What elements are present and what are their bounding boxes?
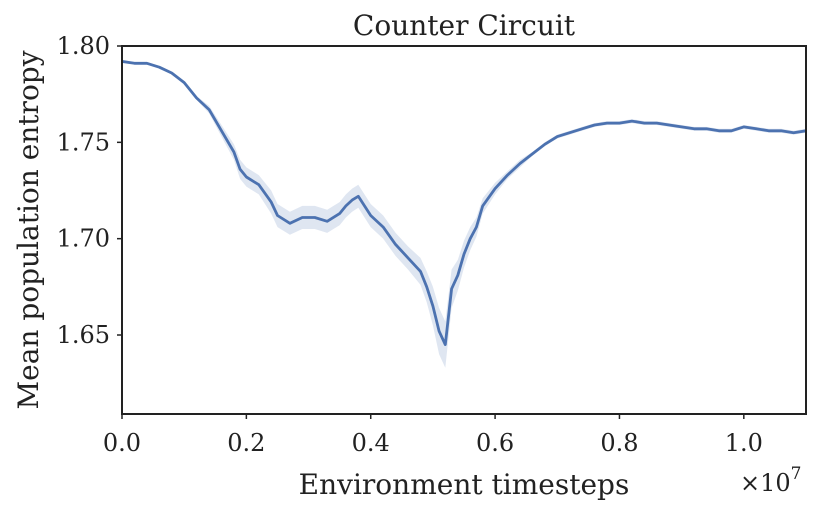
x-tick-label: 0.6 bbox=[476, 429, 514, 457]
plot-frame bbox=[121, 45, 807, 415]
x-axis-label: Environment timesteps bbox=[299, 468, 630, 501]
chart-title: Counter Circuit bbox=[353, 9, 576, 42]
x-tick-label: 0.2 bbox=[227, 429, 265, 457]
x-tick-label: 0.0 bbox=[103, 429, 141, 457]
x-tick-label: 1.0 bbox=[725, 429, 763, 457]
x-axis: 0.0 0.2 0.4 0.6 0.8 1.0 bbox=[103, 414, 763, 457]
y-axis: 1.65 1.70 1.75 1.80 bbox=[57, 32, 122, 349]
x-offset-base: ×10 bbox=[740, 469, 791, 497]
y-tick-label: 1.70 bbox=[57, 225, 110, 253]
series-0-line bbox=[122, 60, 806, 346]
series-0-confidence-band bbox=[122, 61, 806, 368]
x-tick-label: 0.8 bbox=[600, 429, 638, 457]
x-offset-text: ×107 bbox=[740, 464, 801, 497]
x-tick-label: 0.4 bbox=[352, 429, 390, 457]
y-tick-label: 1.80 bbox=[57, 32, 110, 60]
y-tick-label: 1.75 bbox=[57, 128, 110, 156]
plot-area bbox=[122, 60, 806, 368]
y-tick-label: 1.65 bbox=[57, 321, 110, 349]
x-offset-exponent: 7 bbox=[791, 464, 802, 484]
y-axis-label: Mean population entropy bbox=[12, 50, 45, 409]
